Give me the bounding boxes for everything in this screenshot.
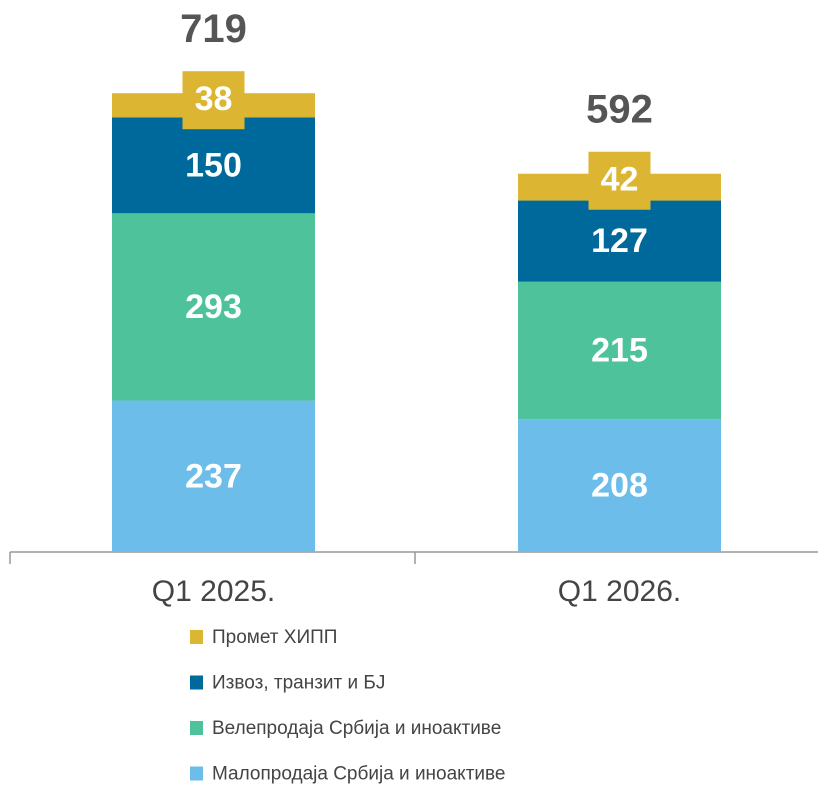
legend-swatch [190, 630, 203, 644]
data-label: 38 [195, 80, 233, 118]
legend-swatch [190, 675, 203, 690]
legend-label: Извоз, транзит и БЈ [212, 673, 385, 694]
legend-swatch [190, 721, 203, 735]
data-label: 293 [185, 288, 242, 326]
legend-swatch [190, 766, 203, 781]
legend-label: Промет ХИПП [212, 627, 337, 648]
legend-label: Велепродаја Србија и иноактиве [212, 718, 501, 739]
label-box [588, 151, 651, 210]
bar-segment [518, 200, 721, 282]
bar-segment [112, 400, 315, 552]
label-box [182, 71, 245, 130]
bar-segment [112, 117, 315, 214]
total-label: 719 [180, 7, 247, 51]
x-tick-label: Q1 2026. [558, 575, 681, 608]
data-label: 237 [185, 457, 242, 495]
x-tick-label: Q1 2025. [152, 575, 275, 608]
bar-segment [112, 213, 315, 401]
bar-segment [518, 419, 721, 552]
data-label: 127 [591, 222, 648, 260]
data-label: 208 [591, 467, 648, 505]
bar-segment [518, 281, 721, 420]
data-label: 42 [601, 161, 639, 199]
legend-label: Малопродаја Србија и иноактиве [212, 764, 505, 785]
data-label: 215 [591, 331, 648, 369]
data-label: 150 [185, 146, 242, 184]
total-label: 592 [586, 87, 653, 131]
